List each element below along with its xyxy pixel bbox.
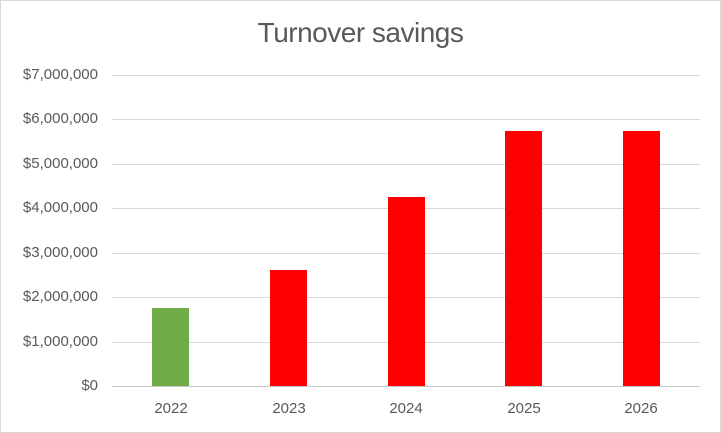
x-axis-category-label: 2022 xyxy=(154,400,188,417)
chart-title: Turnover savings xyxy=(257,17,464,48)
bar-2024[interactable] xyxy=(388,197,425,386)
gridline xyxy=(112,75,700,76)
y-axis-tick-label: $7,000,000 xyxy=(22,66,98,83)
y-axis-tick-label: $5,000,000 xyxy=(22,155,98,172)
y-axis-tick-label: $0 xyxy=(81,377,98,394)
x-axis-line xyxy=(112,386,700,387)
y-axis-tick-label: $4,000,000 xyxy=(22,199,98,216)
bar-2026[interactable] xyxy=(623,131,660,386)
bar-2025[interactable] xyxy=(505,131,542,386)
bar-2023[interactable] xyxy=(270,270,307,386)
bar-2022[interactable] xyxy=(152,308,189,386)
x-axis-category-label: 2026 xyxy=(624,400,658,417)
gridline xyxy=(112,164,700,165)
y-axis-tick-label: $1,000,000 xyxy=(22,333,98,350)
y-axis-tick-label: $6,000,000 xyxy=(22,110,98,127)
y-axis-tick-label: $2,000,000 xyxy=(22,288,98,305)
x-axis-category-label: 2023 xyxy=(272,400,306,417)
y-axis-tick-label: $3,000,000 xyxy=(22,244,98,261)
x-axis-category-label: 2024 xyxy=(389,400,423,417)
gridline xyxy=(112,119,700,120)
x-axis-category-label: 2025 xyxy=(507,400,541,417)
